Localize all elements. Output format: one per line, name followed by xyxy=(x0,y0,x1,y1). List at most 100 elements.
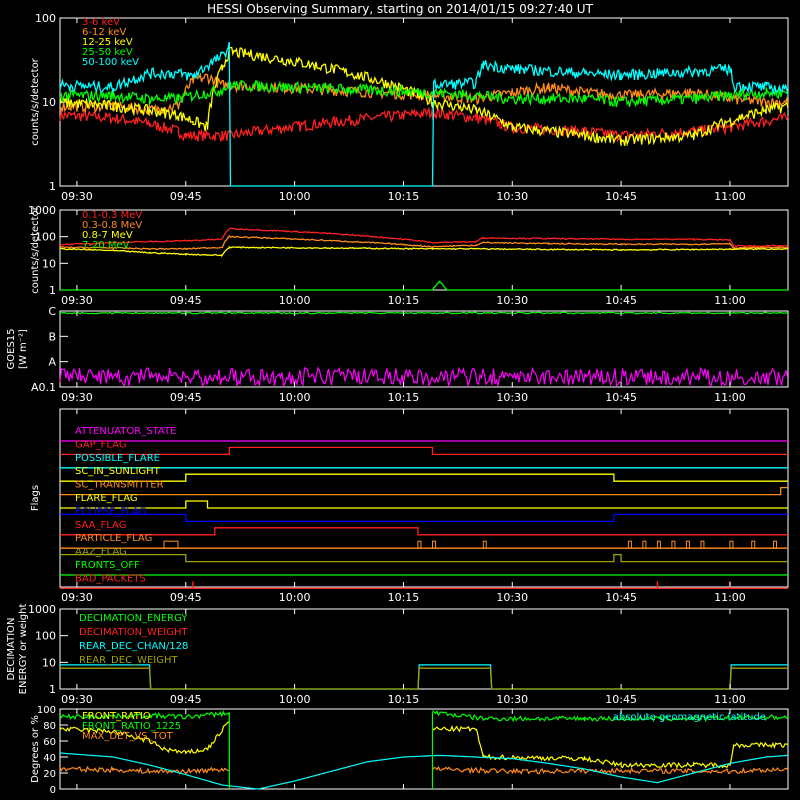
flag-trace-6 xyxy=(60,513,788,523)
goes-ytick-label: C xyxy=(48,305,56,318)
decimation-ytick-label: 1 xyxy=(49,683,56,696)
particle-pulse xyxy=(685,540,690,549)
particle-pulse xyxy=(482,540,487,549)
flags-ylabel: Flags xyxy=(30,485,41,511)
ratio-series-2 xyxy=(59,765,789,775)
xray-ytick-label: 1 xyxy=(49,180,56,193)
gamma-xtick-label: 09:30 xyxy=(61,294,93,307)
flag-label-1: GAP_FLAG xyxy=(75,439,127,450)
flag-trace-5 xyxy=(60,500,788,509)
ratio-ytick-label: 0 xyxy=(50,785,56,796)
flag-label-11: BAD_PACKETS xyxy=(75,573,146,584)
ratio-legend-1: FRONT_RATIO_1225 xyxy=(82,721,181,732)
goes-ytick-label: B xyxy=(48,330,56,343)
flag-label-4: SC_TRANSMITTER xyxy=(75,480,164,491)
decimation-legend-3: REAR_DEC_WEIGHT xyxy=(79,655,178,666)
flags-xtick-label: 09:45 xyxy=(170,591,202,604)
particle-pulse xyxy=(431,540,436,549)
decimation-legend-0: DECIMATION_ENERGY xyxy=(79,613,188,624)
chart-title: HESSI Observing Summary, starting on 201… xyxy=(207,2,593,16)
flag-label-3: SC_IN_SUNLIGHT xyxy=(75,466,161,477)
xray-legend-3: 25-50 keV xyxy=(82,47,133,58)
particle-pulse xyxy=(772,540,777,549)
flag-trace-1 xyxy=(60,446,788,456)
ratio-ytick-label: 60 xyxy=(43,737,56,748)
goes-ytick-label: A0.1 xyxy=(31,381,56,394)
decimation-ylabel-2: ENERGY or weight xyxy=(18,604,29,695)
particle-pulse xyxy=(627,540,632,549)
particle-pulse xyxy=(729,540,734,549)
xray-ylabel: counts/s/detector xyxy=(30,57,41,145)
gamma-xtick-label: 10:45 xyxy=(605,294,637,307)
decimation-xtick-label: 10:45 xyxy=(605,693,637,706)
particle-pulse xyxy=(656,540,661,549)
xray-legend-1: 6-12 keV xyxy=(82,27,126,38)
decimation-xtick-label: 09:45 xyxy=(170,693,202,706)
decimation-legend-1: DECIMATION_WEIGHT xyxy=(79,627,188,638)
goes-series-0 xyxy=(59,311,789,315)
particle-pulse xyxy=(751,540,756,549)
goes-xtick-label: 11:00 xyxy=(714,391,746,404)
gamma-xtick-label: 09:45 xyxy=(170,294,202,307)
flags-panel-frame xyxy=(59,408,789,588)
particle-pulse xyxy=(671,540,676,549)
xray-panel-frame xyxy=(59,17,789,187)
goes-xtick-label: 09:45 xyxy=(170,391,202,404)
flags-xtick-label: 10:15 xyxy=(388,591,420,604)
goes-xtick-label: 10:45 xyxy=(605,391,637,404)
gamma-legend-0: 0.1-0.3 MeV xyxy=(82,210,142,221)
gamma-ytick-label: 1000 xyxy=(28,204,56,217)
decimation-ytick-label: 1000 xyxy=(28,603,56,616)
decimation-legend-2: REAR_DEC_CHAN/128 xyxy=(79,641,188,652)
xray-xtick-label: 10:00 xyxy=(279,190,311,203)
particle-pulse xyxy=(417,540,422,549)
decimation-panel-frame xyxy=(59,608,789,690)
gamma-ylabel: counts/s/detector xyxy=(30,205,41,293)
flag-label-7: SAA_FLAG xyxy=(75,520,126,531)
xray-xtick-label: 09:30 xyxy=(61,190,93,203)
goes-xtick-label: 10:30 xyxy=(496,391,528,404)
gamma-series-0 xyxy=(60,227,789,248)
ratio-ytick-label: 100 xyxy=(37,705,56,716)
flag-trace-9 xyxy=(60,553,788,563)
gamma-series-3 xyxy=(60,279,788,291)
particle-pulse xyxy=(163,540,179,549)
ratio-ytick-label: 20 xyxy=(43,769,56,780)
xray-xtick-label: 09:45 xyxy=(170,190,202,203)
flag-label-8: PARTICLE_FLAG xyxy=(75,533,152,544)
flag-label-10: FRONTS_OFF xyxy=(75,560,140,571)
flag-trace-4 xyxy=(60,486,788,496)
flags-xtick-label: 10:00 xyxy=(279,591,311,604)
goes-xtick-label: 10:15 xyxy=(388,391,420,404)
goes-panel-frame xyxy=(59,310,789,388)
decimation-xtick-label: 10:30 xyxy=(496,693,528,706)
goes-xtick-label: 09:30 xyxy=(61,391,93,404)
goes-ylabel-2: [W m⁻²] xyxy=(18,329,29,369)
flags-xtick-label: 11:00 xyxy=(714,591,746,604)
ratio-ylabel: Degrees or % xyxy=(30,715,41,783)
xray-xtick-label: 10:15 xyxy=(388,190,420,203)
particle-pulse xyxy=(642,540,647,549)
decimation-ytick-label: 10 xyxy=(42,656,56,669)
gamma-xtick-label: 10:00 xyxy=(279,294,311,307)
gamma-ytick-label: 1 xyxy=(49,284,56,297)
xray-xtick-label: 11:00 xyxy=(714,190,746,203)
flag-label-6: ECLIPSE_FLAG xyxy=(75,506,146,517)
ratio-panel-frame xyxy=(59,708,789,790)
xray-xtick-label: 10:45 xyxy=(605,190,637,203)
xray-series-0 xyxy=(59,106,789,143)
decimation-ytick-label: 100 xyxy=(35,630,56,643)
decimation-xtick-label: 10:15 xyxy=(388,693,420,706)
flags-xtick-label: 09:30 xyxy=(61,591,93,604)
gamma-legend-1: 0.3-0.8 MeV xyxy=(82,220,142,231)
xray-series-3 xyxy=(59,79,789,108)
flag-label-9: AAZ_FLAG xyxy=(75,547,127,558)
ratio-legend-2: MAX_DET_VS_TOT xyxy=(82,731,174,742)
xray-xtick-label: 10:30 xyxy=(496,190,528,203)
gamma-ytick-label: 100 xyxy=(35,231,56,244)
decimation-xtick-label: 09:30 xyxy=(61,693,93,706)
ratio-legend-0: FRONT_RATIO xyxy=(82,711,151,722)
decimation-xtick-label: 10:00 xyxy=(279,693,311,706)
decimation-xtick-label: 11:00 xyxy=(714,693,746,706)
xray-series-4 xyxy=(59,41,789,187)
